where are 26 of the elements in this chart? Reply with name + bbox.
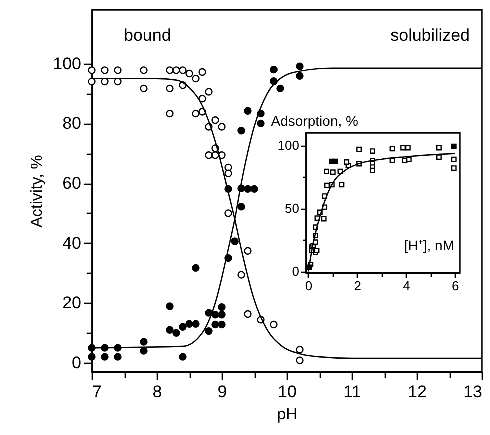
- x-tick-label: 0: [305, 278, 313, 294]
- y-tick-label: 40: [62, 234, 82, 253]
- x-tick-label: 4: [403, 278, 410, 294]
- x-tick-label: 8: [152, 382, 162, 402]
- x-tick-label: 11: [344, 382, 362, 402]
- y-tick-label: 20: [62, 294, 82, 313]
- chart-title: Adsorption, %: [271, 113, 358, 129]
- x-tick-label: 2: [354, 278, 362, 294]
- y-axis-title: Activity, %: [29, 155, 46, 228]
- annotation: solubilized: [390, 26, 470, 45]
- y-tick-label: 100: [278, 138, 300, 154]
- x-tick-label: 13: [464, 382, 482, 402]
- y-tick-label: 0: [292, 264, 300, 280]
- x-axis-title: [H⁺], nM: [404, 238, 454, 254]
- y-tick-label: 50: [285, 201, 300, 216]
- x-tick-label: 10: [278, 382, 297, 402]
- x-tick-label: 6: [452, 278, 460, 294]
- y-tick-label: 0: [72, 354, 82, 373]
- annotation: bound: [124, 26, 172, 45]
- y-tick-label: 100: [53, 54, 82, 74]
- x-tick-label: 7: [92, 382, 102, 402]
- x-tick-label: 12: [408, 382, 427, 402]
- x-tick-label: 9: [218, 382, 228, 402]
- y-tick-label: 60: [62, 174, 82, 194]
- x-axis-title: pH: [277, 406, 298, 424]
- y-tick-label: 80: [62, 114, 82, 134]
